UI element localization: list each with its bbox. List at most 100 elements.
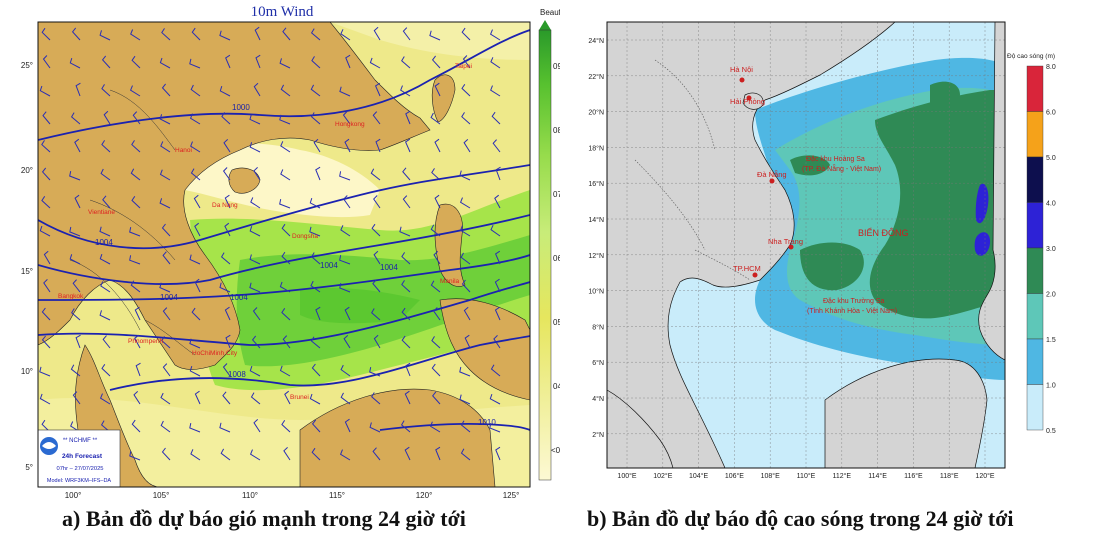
city-label: Manila [440, 278, 460, 285]
wind-barb-icon [280, 84, 291, 97]
lat-label: 4°N [592, 395, 604, 403]
wind-barb-icon [310, 28, 321, 41]
city-label: Dongsha [292, 233, 318, 240]
wind-map-title: 10m Wind [251, 4, 314, 20]
wind-barb-icon [75, 334, 81, 349]
wind-barb-icon [219, 282, 231, 293]
wind-barb-icon [41, 307, 51, 321]
city-label: TP.HCM [733, 264, 761, 273]
wind-barb-icon [99, 30, 111, 41]
wind-barb-icon [309, 393, 321, 405]
wind-barb-icon [219, 30, 231, 41]
lat-label: 10° [21, 367, 33, 376]
colorbar-segment [1026, 247, 1044, 294]
wind-barb-icon [69, 171, 81, 181]
wind-barb-icon [343, 335, 351, 349]
wind-barb-icon [99, 310, 111, 321]
wind-barb-icon [41, 167, 51, 181]
lon-label: 100° [65, 491, 82, 500]
wind-barb-icon [99, 253, 111, 265]
wind-barb-icon [372, 279, 381, 293]
wind-barb-icon [281, 251, 291, 265]
colorbar-label: 09 [553, 62, 560, 71]
colorbar-segment [1026, 202, 1044, 249]
wind-barb-icon [134, 334, 141, 349]
wind-barb-icon [41, 27, 51, 41]
wind-barb-icon [161, 223, 171, 237]
wave-zone-2-3m [800, 242, 864, 291]
wind-barb-icon [99, 393, 111, 405]
wind-barb-icon [371, 308, 381, 321]
wind-barb-icon [159, 57, 171, 69]
wind-barb-icon [161, 336, 171, 349]
caption-wind-map: a) Bản đồ dự báo gió mạnh trong 24 giờ t… [62, 506, 466, 531]
wave-zone-2-3m [930, 81, 960, 112]
wind-barb-icon [190, 84, 201, 97]
wind-barb-icon [459, 394, 471, 405]
colorbar-segment [1026, 384, 1044, 431]
wind-barb-icon [373, 334, 381, 349]
lon-label: 108°E [761, 472, 780, 480]
wind-barb-icon [129, 227, 141, 237]
philippines-land [978, 22, 1005, 361]
wind-barb-icon [159, 282, 171, 293]
colorbar-label: 1.0 [1046, 383, 1056, 390]
wind-barb-icon [102, 195, 111, 209]
wind-barb-icon [162, 307, 171, 321]
colorbar-label: 8.0 [1046, 64, 1056, 71]
region-label: (TP. Đà Nẵng - Việt Nam) [802, 164, 881, 173]
wind-barb-icon [189, 254, 201, 265]
wind-barb-icon [495, 446, 501, 461]
wind-barb-icon [100, 281, 111, 293]
wind-barb-icon [249, 282, 261, 293]
wind-barb-icon [249, 142, 261, 153]
wind-barb-icon [401, 56, 411, 69]
wind-barb-icon [279, 199, 291, 209]
wind-barb-icon [434, 82, 441, 97]
wave-map-body: Hà Nội Hải Phòng Đà Nẵng Nha Trang TP.HC… [607, 22, 1005, 468]
wind-barb-icon [100, 168, 111, 181]
lon-label: 106°E [725, 472, 744, 480]
wave-zone-2-3m [790, 155, 830, 176]
wind-barb-icon [189, 365, 201, 377]
wind-barb-icon [250, 392, 261, 405]
wind-barb-icon [402, 195, 411, 209]
wind-barb-icon [222, 363, 231, 377]
wind-barb-icon [311, 419, 321, 433]
wind-barb-icon [189, 113, 201, 125]
wind-barb-icon [225, 54, 231, 69]
colorbar-label: 4.0 [1046, 201, 1056, 208]
wind-barb-icon [461, 112, 471, 125]
city-label: Hà Nội [730, 65, 753, 74]
wind-barb-icon [495, 166, 501, 181]
wind-barb-icon [129, 85, 141, 97]
city-markers: Taipei Hongkong Hanoi Vientiane Bangkok … [58, 63, 472, 401]
wind-barb-icon [254, 26, 261, 41]
region-label: BIỂN ĐÔNG [858, 227, 909, 238]
city-label: Hanoi [175, 147, 192, 154]
lat-label: 22°N [588, 73, 604, 81]
wind-barb-icon [224, 194, 231, 209]
wind-barb-icon [399, 226, 411, 237]
wind-barb-icon [221, 112, 231, 125]
wind-barb-icon [160, 392, 171, 405]
wind-barb-icon [72, 391, 81, 405]
wind-barb-icon [494, 306, 501, 321]
lat-label: 15° [21, 267, 33, 276]
wind-barb-icon [369, 57, 381, 69]
isobar-label: 1004 [230, 293, 248, 302]
city-label: Đà Nẵng [757, 170, 787, 179]
wind-barb-icon [41, 335, 51, 349]
wind-barb-icon [345, 54, 351, 69]
lat-label: 10°N [588, 288, 604, 296]
wind-barb-icon [160, 420, 171, 433]
wind-barb-icon [401, 335, 411, 349]
wind-barb-icon [405, 110, 411, 125]
isobar-label: 1010 [478, 418, 496, 427]
wind-barb-icon [400, 85, 411, 97]
wind-barb-icon [131, 55, 141, 69]
city-label: Bangkok [58, 293, 84, 300]
wind-barb-icon [159, 114, 171, 125]
wave-zone-3-4m [974, 232, 991, 256]
wind-barb-icon [374, 82, 381, 97]
